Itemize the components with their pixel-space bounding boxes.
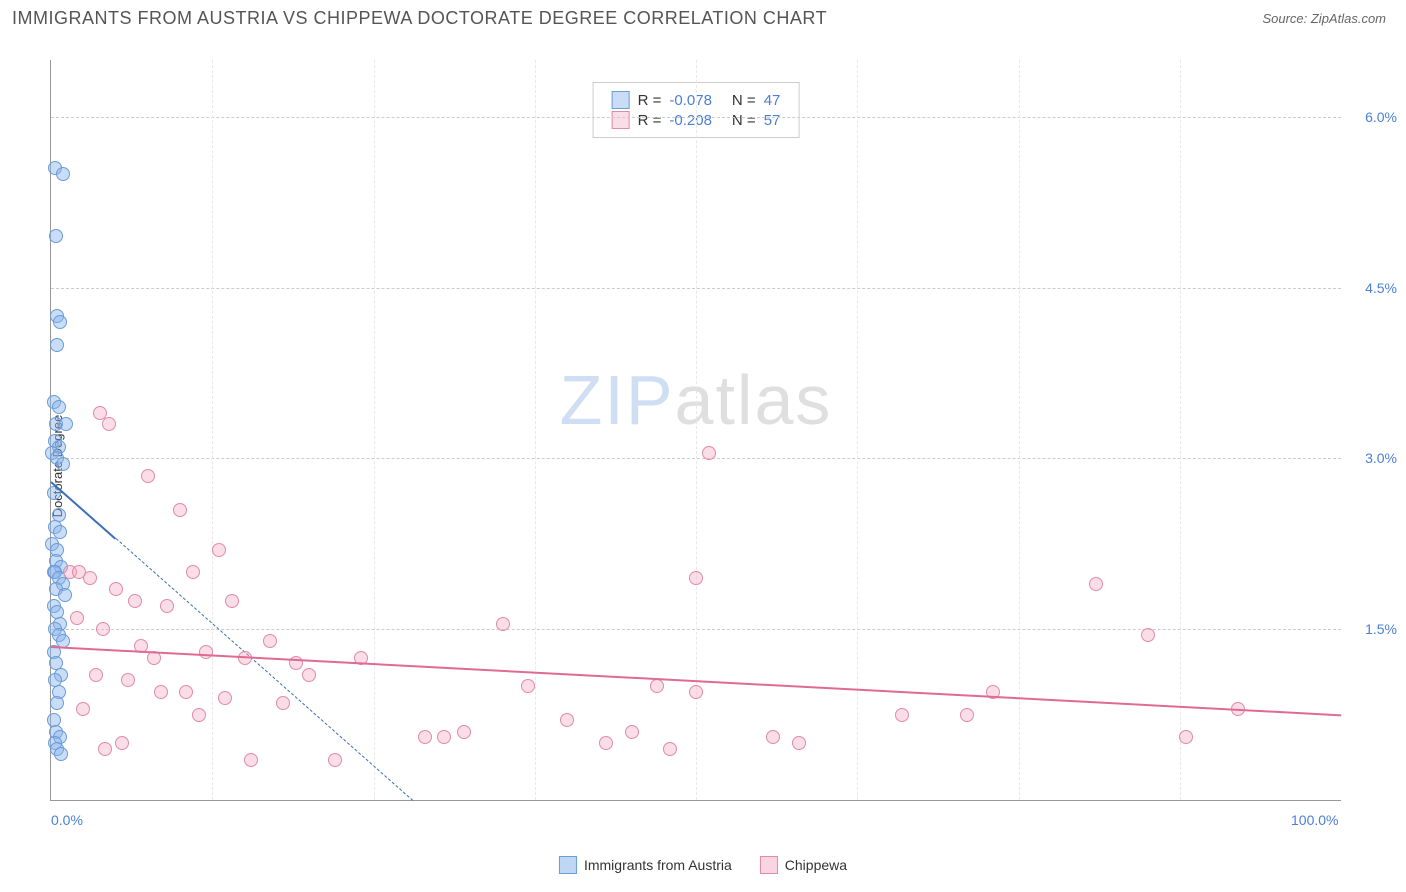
data-point xyxy=(418,730,432,744)
source-label: Source: ZipAtlas.com xyxy=(1262,11,1386,26)
data-point xyxy=(199,645,213,659)
y-tick-label: 6.0% xyxy=(1365,109,1397,125)
gridline-v xyxy=(212,60,213,800)
legend-swatch xyxy=(559,856,577,874)
data-point xyxy=(457,725,471,739)
legend-swatch xyxy=(760,856,778,874)
legend-item: Chippewa xyxy=(760,856,847,874)
data-point xyxy=(625,725,639,739)
legend-swatch xyxy=(612,91,630,109)
stat-r-label: R = xyxy=(638,92,662,109)
gridline-v xyxy=(374,60,375,800)
stat-n-value: 57 xyxy=(764,112,781,129)
stat-n-label: N = xyxy=(732,92,756,109)
data-point xyxy=(186,565,200,579)
stat-r-label: R = xyxy=(638,112,662,129)
data-point xyxy=(792,736,806,750)
legend-label: Chippewa xyxy=(785,857,847,873)
watermark-zip: ZIP xyxy=(560,361,675,439)
data-point xyxy=(83,571,97,585)
data-point xyxy=(98,742,112,756)
data-point xyxy=(173,503,187,517)
data-point xyxy=(663,742,677,756)
data-point xyxy=(212,543,226,557)
data-point xyxy=(560,713,574,727)
trend-line-extrapolated xyxy=(115,538,412,801)
legend-label: Immigrants from Austria xyxy=(584,857,732,873)
data-point xyxy=(1179,730,1193,744)
data-point xyxy=(521,679,535,693)
header: IMMIGRANTS FROM AUSTRIA VS CHIPPEWA DOCT… xyxy=(0,0,1406,33)
data-point xyxy=(302,668,316,682)
data-point xyxy=(121,673,135,687)
x-tick-label: 100.0% xyxy=(1291,812,1338,828)
data-point xyxy=(702,446,716,460)
data-point xyxy=(244,753,258,767)
data-point xyxy=(70,611,84,625)
stat-r-value: -0.208 xyxy=(669,112,712,129)
data-point xyxy=(650,679,664,693)
data-point xyxy=(276,696,290,710)
data-point xyxy=(56,167,70,181)
data-point xyxy=(102,417,116,431)
data-point xyxy=(437,730,451,744)
bottom-legend: Immigrants from Austria Chippewa xyxy=(559,856,847,874)
data-point xyxy=(89,668,103,682)
data-point xyxy=(689,571,703,585)
data-point xyxy=(960,708,974,722)
data-point xyxy=(52,400,66,414)
x-tick-label: 0.0% xyxy=(51,812,83,828)
data-point xyxy=(141,469,155,483)
data-point xyxy=(263,634,277,648)
data-point xyxy=(154,685,168,699)
data-point xyxy=(496,617,510,631)
data-point xyxy=(109,582,123,596)
data-point xyxy=(128,594,142,608)
y-tick-label: 1.5% xyxy=(1365,621,1397,637)
stat-r-value: -0.078 xyxy=(669,92,712,109)
y-tick-label: 3.0% xyxy=(1365,450,1397,466)
data-point xyxy=(895,708,909,722)
gridline-v xyxy=(1180,60,1181,800)
data-point xyxy=(179,685,193,699)
data-point xyxy=(192,708,206,722)
data-point xyxy=(689,685,703,699)
data-point xyxy=(115,736,129,750)
data-point xyxy=(328,753,342,767)
data-point xyxy=(58,588,72,602)
data-point xyxy=(218,691,232,705)
data-point xyxy=(76,702,90,716)
chart-title: IMMIGRANTS FROM AUSTRIA VS CHIPPEWA DOCT… xyxy=(12,8,827,29)
chart-area: Doctorate Degree ZIPatlas R = -0.078N = … xyxy=(0,40,1406,892)
legend-swatch xyxy=(612,111,630,129)
data-point xyxy=(766,730,780,744)
data-point xyxy=(56,457,70,471)
data-point xyxy=(50,696,64,710)
data-point xyxy=(96,622,110,636)
data-point xyxy=(225,594,239,608)
data-point xyxy=(599,736,613,750)
data-point xyxy=(49,229,63,243)
data-point xyxy=(1089,577,1103,591)
stat-n-value: 47 xyxy=(764,92,781,109)
gridline-v xyxy=(1019,60,1020,800)
watermark-atlas: atlas xyxy=(675,361,833,439)
plot-area: ZIPatlas R = -0.078 N = 47 R = -0.208 N = 5… xyxy=(50,60,1341,801)
legend-item: Immigrants from Austria xyxy=(559,856,732,874)
data-point xyxy=(59,417,73,431)
gridline-v xyxy=(535,60,536,800)
data-point xyxy=(1141,628,1155,642)
data-point xyxy=(53,315,67,329)
data-point xyxy=(54,747,68,761)
stat-n-label: N = xyxy=(732,112,756,129)
y-tick-label: 4.5% xyxy=(1365,280,1397,296)
data-point xyxy=(160,599,174,613)
data-point xyxy=(50,338,64,352)
